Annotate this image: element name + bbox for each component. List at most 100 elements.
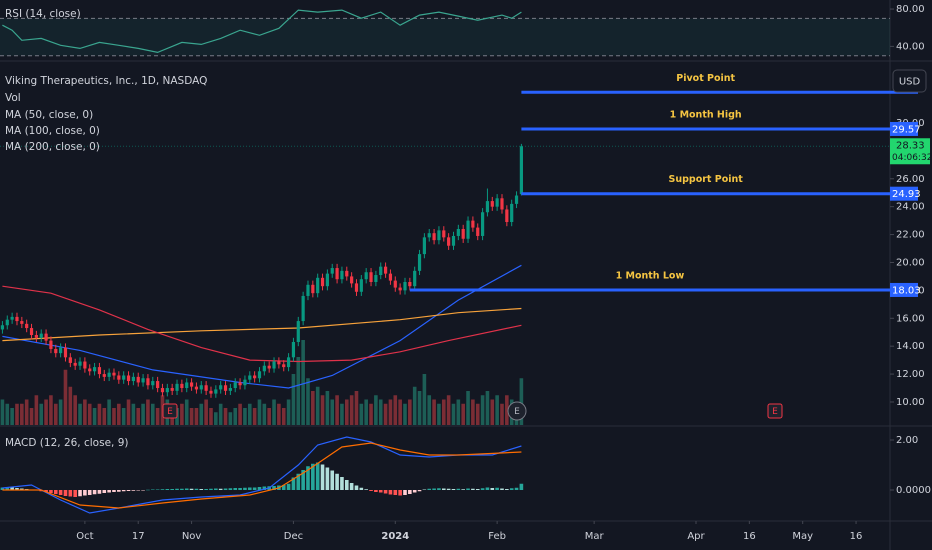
y-tick-label: 16.00 xyxy=(896,313,925,324)
volume-bar xyxy=(388,399,393,425)
y-tick-label: 0.0000 xyxy=(896,485,931,496)
volume-bar xyxy=(427,395,432,425)
candle-body xyxy=(44,333,48,341)
histogram-bar xyxy=(87,490,92,495)
candle-body xyxy=(194,386,199,390)
volume-bar xyxy=(73,395,77,425)
histogram-bar xyxy=(107,490,111,493)
histogram-bar xyxy=(83,490,87,496)
volume-bar xyxy=(252,408,257,425)
histogram-bar xyxy=(247,487,252,490)
histogram-bar xyxy=(291,477,296,490)
histogram-bar xyxy=(330,470,335,490)
volume-bar xyxy=(58,399,63,425)
histogram-bar xyxy=(175,488,179,490)
histogram-bar xyxy=(427,488,432,490)
x-tick-label: 17 xyxy=(132,531,145,542)
histogram-bar xyxy=(184,488,189,490)
candle-body xyxy=(325,273,329,287)
candle-body xyxy=(282,364,286,368)
candle-body xyxy=(97,367,102,375)
volume-bar xyxy=(505,395,509,425)
volume-bar xyxy=(432,399,436,425)
candle-body xyxy=(165,388,169,393)
volume-bar xyxy=(92,408,97,425)
candle-body xyxy=(15,316,19,322)
volume-bar xyxy=(475,403,480,425)
volume-bar xyxy=(451,403,456,425)
volume-bar xyxy=(495,395,499,425)
candle-body xyxy=(330,268,334,274)
x-tick-label: Nov xyxy=(182,531,202,542)
volume-bar xyxy=(141,403,145,425)
volume-bar xyxy=(223,408,228,425)
level-price-tag xyxy=(890,186,918,201)
candle-body xyxy=(485,201,490,213)
indicator-line xyxy=(2,9,522,54)
candle-body xyxy=(364,272,368,280)
histogram-bar xyxy=(209,488,213,490)
candle-body xyxy=(403,282,407,291)
volume-bar xyxy=(102,408,107,425)
histogram-bar xyxy=(10,487,14,490)
volume-bar xyxy=(131,403,136,425)
histogram-bar xyxy=(58,490,63,495)
level-price-label: 18.03 xyxy=(892,285,921,296)
earnings-marker[interactable]: E xyxy=(162,403,178,419)
histogram-bar xyxy=(281,485,286,490)
candle-body xyxy=(156,381,160,389)
histogram-bar xyxy=(286,483,291,490)
volume-bar xyxy=(184,399,189,425)
histogram-bar xyxy=(44,490,48,492)
histogram-bar xyxy=(233,488,238,490)
current-price-tag xyxy=(890,138,930,165)
candle-body xyxy=(160,388,165,393)
candle-body xyxy=(296,321,300,342)
candle-body xyxy=(383,266,388,274)
candle-body xyxy=(223,385,228,391)
earnings-marker[interactable]: E xyxy=(507,401,527,421)
histogram-bar xyxy=(63,490,68,496)
histogram-bar xyxy=(325,467,330,490)
histogram-bar xyxy=(354,485,359,490)
y-tick-label: 20.00 xyxy=(896,257,925,268)
volume-bar xyxy=(24,399,29,425)
candle-body xyxy=(306,284,310,296)
histogram-bar xyxy=(262,486,267,490)
histogram-bar xyxy=(441,488,446,490)
volume-bar xyxy=(78,403,82,425)
volume-bar xyxy=(29,408,34,425)
histogram-bar xyxy=(228,488,233,490)
currency-button[interactable]: USD xyxy=(892,69,927,93)
volume-bar xyxy=(500,403,504,425)
candle-body xyxy=(374,275,378,283)
candle-body xyxy=(461,228,465,239)
volume-bar xyxy=(247,403,252,425)
candle-body xyxy=(471,220,475,228)
earnings-marker[interactable]: E xyxy=(767,403,783,419)
level-label: 1 Month High xyxy=(670,109,742,120)
volume-bar xyxy=(335,395,339,425)
candle-body xyxy=(126,375,131,382)
candle-body xyxy=(151,381,155,386)
candle-body xyxy=(447,237,451,246)
candle-body xyxy=(301,295,305,322)
candle-body xyxy=(209,390,213,394)
volume-bar xyxy=(136,408,141,425)
volume-bar xyxy=(471,399,475,425)
volume-bar xyxy=(5,403,10,425)
histogram-bar xyxy=(117,490,121,492)
volume-bar xyxy=(311,391,315,425)
histogram-bar xyxy=(126,490,131,491)
histogram-bar xyxy=(446,488,451,490)
candle-body xyxy=(0,325,5,330)
histogram-bar xyxy=(519,483,524,490)
histogram-bar xyxy=(170,489,174,490)
candle-body xyxy=(398,287,402,291)
candle-body xyxy=(422,237,426,255)
histogram-bar xyxy=(238,488,242,490)
candle-body xyxy=(5,319,9,326)
candle-body xyxy=(277,361,281,365)
histogram-bar xyxy=(495,487,499,490)
candle-body xyxy=(451,235,456,246)
